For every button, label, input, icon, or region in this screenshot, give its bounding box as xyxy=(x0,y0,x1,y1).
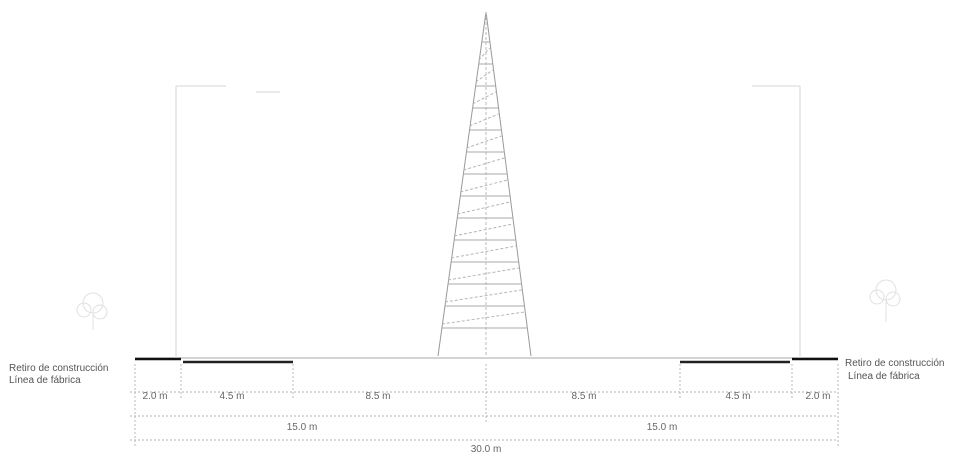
dim-total-30m: 30.0 m xyxy=(470,444,502,455)
left-tree-icon xyxy=(76,292,108,330)
tower-brace xyxy=(463,157,505,171)
dim-left-2m: 2.0 m xyxy=(142,391,168,402)
dim-left-8-5m: 8.5 m xyxy=(365,391,391,402)
dim-left-15m: 15.0 m xyxy=(286,422,318,433)
tower-brace xyxy=(466,135,502,149)
right-setback-label: Retiro de construcción xyxy=(845,358,945,369)
tower-brace xyxy=(472,91,496,105)
tower-brace xyxy=(454,223,514,237)
tower-brace xyxy=(478,47,491,61)
dim-left-4-5m: 4.5 m xyxy=(219,391,245,402)
tower-brace xyxy=(447,267,519,281)
left-building-line-label: Línea de fábrica xyxy=(9,375,81,386)
tower-braces xyxy=(441,47,525,325)
dimension-ticks xyxy=(134,364,839,446)
right-building-line-label: Línea de fábrica xyxy=(848,371,920,382)
tower-brace xyxy=(457,201,511,215)
tower-icon xyxy=(437,11,532,357)
dim-right-2m: 2.0 m xyxy=(805,391,831,402)
tower-brace xyxy=(451,245,516,259)
right-tree-icon xyxy=(869,279,901,322)
right-building-outline xyxy=(752,85,801,358)
tower-brace xyxy=(441,311,525,325)
dim-right-4-5m: 4.5 m xyxy=(725,391,751,402)
tower-brace xyxy=(475,69,494,83)
dim-right-15m: 15.0 m xyxy=(646,422,678,433)
tower-brace xyxy=(460,179,508,193)
left-setback-label: Retiro de construcción xyxy=(9,363,109,374)
left-building-outline xyxy=(175,85,280,358)
tower-rungs xyxy=(441,41,528,329)
dim-right-8-5m: 8.5 m xyxy=(571,391,597,402)
tower-brace xyxy=(444,289,522,303)
tower-brace xyxy=(469,113,499,127)
